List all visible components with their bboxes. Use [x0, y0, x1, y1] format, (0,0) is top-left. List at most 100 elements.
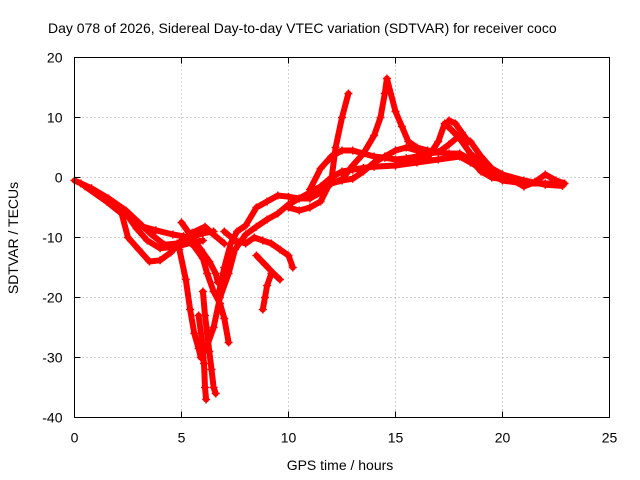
data-point [305, 194, 314, 203]
data-point [447, 125, 456, 134]
data-point [134, 245, 143, 254]
data-point [224, 338, 233, 347]
series-track-16 [445, 116, 473, 146]
y-axis-title: SDTVAR / TECUs [5, 182, 21, 294]
data-point [156, 244, 165, 253]
data-point [404, 137, 413, 146]
data-point [487, 173, 496, 182]
data-point [288, 263, 297, 272]
data-point [252, 203, 261, 212]
x-axis-title: GPS time / hours [287, 457, 394, 473]
data-point [530, 178, 539, 187]
data-point [541, 170, 550, 179]
data-point [397, 122, 406, 131]
data-point [477, 167, 486, 176]
data-point [199, 359, 208, 368]
data-point [188, 233, 197, 242]
data-point [263, 215, 272, 224]
y-tick-label: -20 [42, 290, 62, 306]
data-point [331, 143, 340, 152]
y-tick-label: 0 [55, 170, 63, 186]
data-point [211, 389, 220, 398]
data-point [552, 176, 560, 185]
data-point [348, 146, 357, 155]
chart-title: Day 078 of 2026, Sidereal Day-to-day VTE… [48, 20, 557, 36]
data-point [434, 155, 443, 164]
data-point [143, 236, 152, 245]
data-point [203, 329, 212, 338]
data-point [412, 143, 421, 152]
data-point [260, 260, 269, 269]
data-point [382, 74, 391, 83]
data-point [464, 137, 473, 146]
data-point [455, 149, 464, 158]
x-tick-label: 25 [602, 430, 618, 446]
data-point [226, 239, 235, 248]
data-point [295, 194, 304, 203]
data-point [338, 175, 346, 184]
data-point [211, 269, 220, 278]
data-point [284, 251, 293, 260]
x-tick-label: 10 [281, 430, 297, 446]
data-point [466, 149, 475, 158]
data-point [391, 107, 400, 116]
data-point [81, 182, 90, 191]
data-point [181, 275, 190, 284]
data-point [402, 154, 411, 163]
data-point [498, 170, 507, 179]
data-point [231, 245, 239, 254]
data-point [151, 226, 160, 235]
series-line [259, 270, 275, 313]
data-point [284, 192, 293, 201]
data-point [179, 232, 188, 241]
series-track-10 [220, 227, 297, 272]
data-point [376, 113, 385, 122]
x-tick-label: 5 [178, 430, 186, 446]
data-point [457, 128, 466, 137]
data-point [201, 222, 210, 231]
series-track-8 [194, 311, 211, 404]
data-point [509, 176, 518, 185]
data-point [359, 167, 368, 176]
data-point [434, 137, 443, 146]
data-point [359, 149, 368, 158]
data-point [76, 179, 85, 188]
data-point [445, 116, 453, 125]
data-point [487, 164, 496, 173]
data-point [273, 191, 282, 200]
tick-labels: 0 5 10 15 20 25 -40 -30 -20 -10 0 10 20 [42, 50, 617, 446]
data-point [197, 335, 206, 344]
data-point [166, 248, 175, 257]
data-point [233, 227, 242, 236]
data-point [194, 311, 203, 320]
data-point [156, 256, 165, 265]
data-point [275, 275, 284, 284]
series-track-4 [134, 221, 233, 347]
data-point [327, 152, 336, 161]
data-point [440, 119, 449, 128]
data-point [338, 113, 346, 122]
data-point [263, 197, 272, 206]
data-point [190, 329, 199, 338]
data-point [380, 153, 389, 162]
data-point [305, 203, 314, 212]
data-point [391, 146, 400, 155]
data-point [168, 230, 177, 239]
series-track-15 [305, 119, 569, 194]
data-point [231, 236, 239, 245]
y-tick-label: -10 [42, 230, 62, 246]
data-point [220, 314, 229, 323]
data-point [348, 161, 357, 170]
data-point [275, 245, 284, 254]
series-track-12 [258, 269, 276, 314]
data-point [316, 164, 325, 173]
data-point [327, 179, 336, 188]
data-point [284, 203, 293, 212]
data-point [260, 293, 269, 302]
series-line [253, 252, 283, 283]
data-point [205, 257, 214, 266]
data-point [134, 221, 143, 230]
series-track-13 [284, 89, 353, 215]
data-point [273, 209, 282, 218]
